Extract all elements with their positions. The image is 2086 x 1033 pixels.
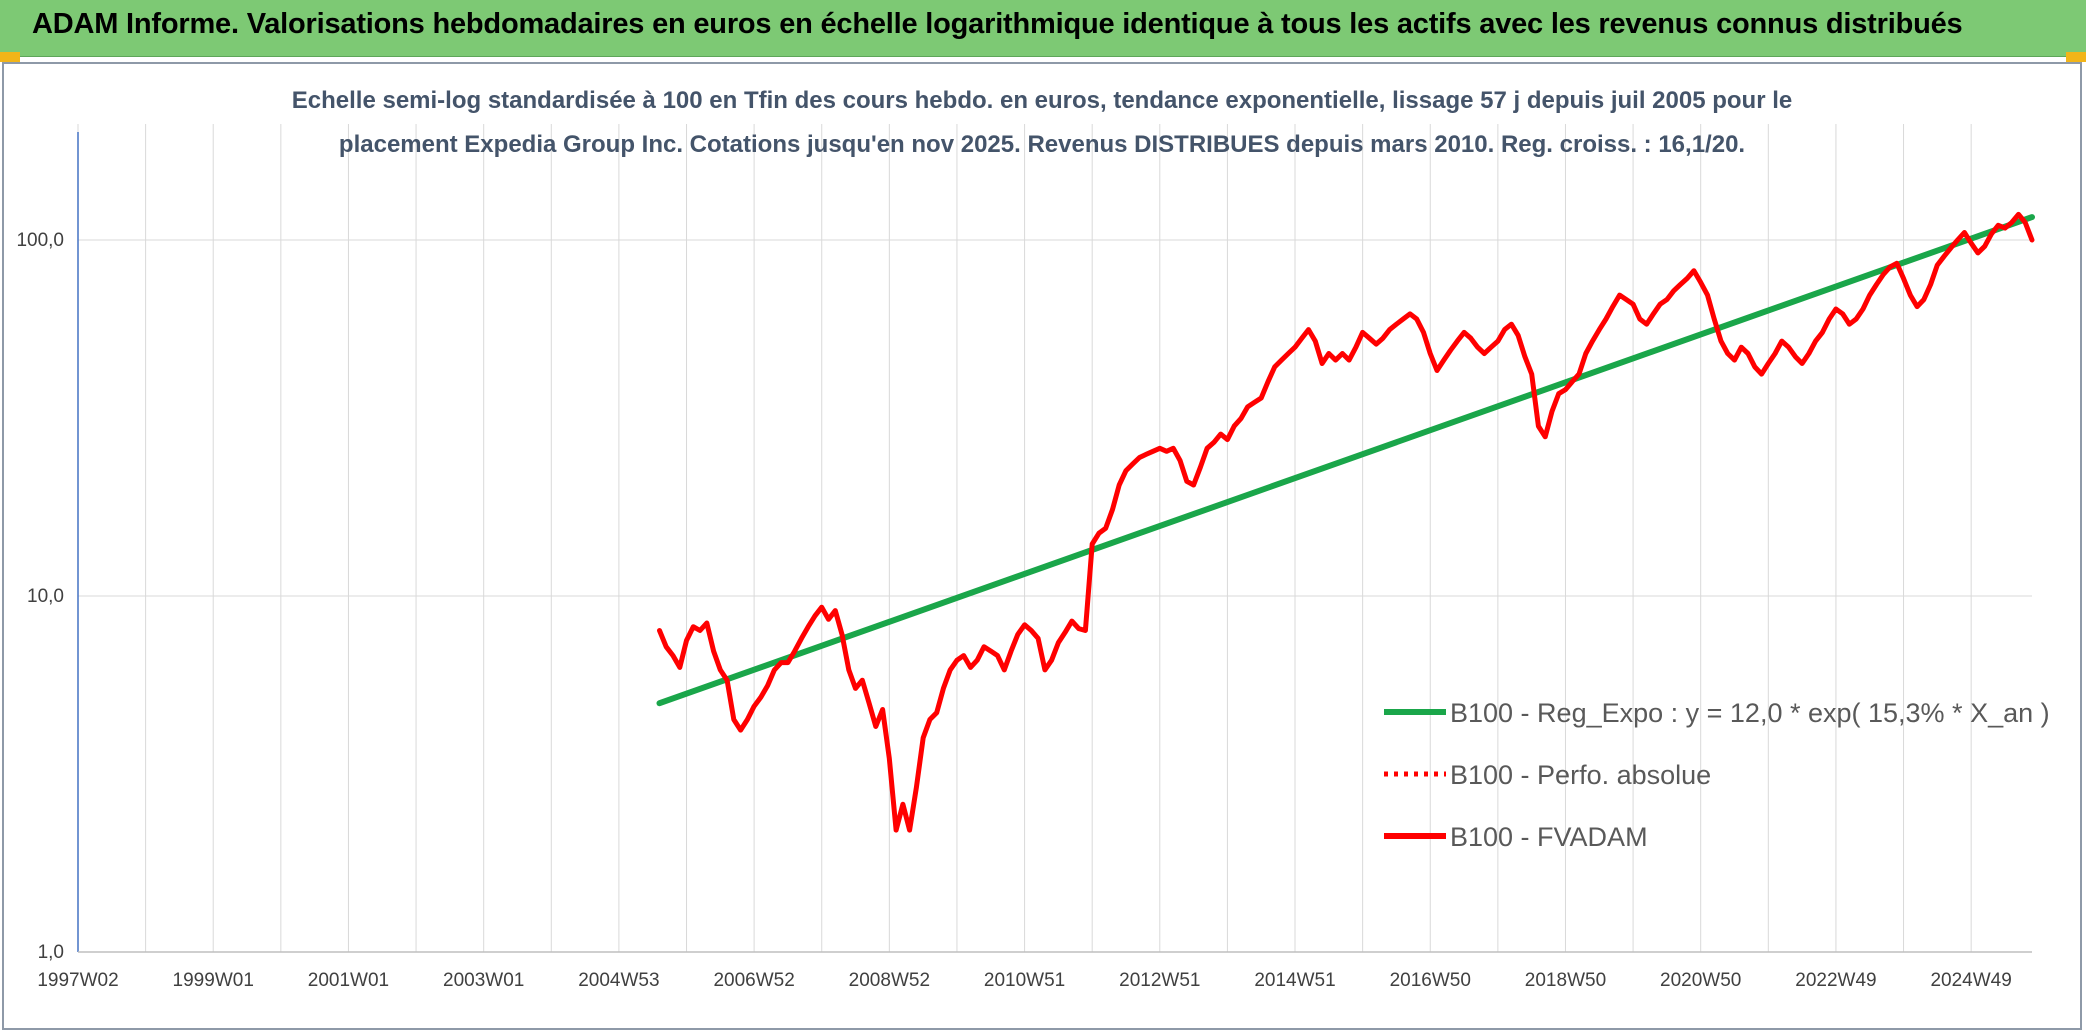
chart-subtitle-line-1: Echelle semi-log standardisée à 100 en T… <box>292 87 1793 114</box>
chart-area: Echelle semi-log standardisée à 100 en T… <box>2 62 2082 1030</box>
x-tick-label: 2001W01 <box>308 970 389 991</box>
x-tick-label: 2012W51 <box>1119 970 1200 991</box>
x-tick-label: 1997W02 <box>37 970 118 991</box>
x-tick-label: 2010W51 <box>984 970 1065 991</box>
data-series <box>656 211 2035 833</box>
legend-label: B100 - Reg_Expo : y = 12,0 * exp( 15,3% … <box>1450 698 2050 728</box>
x-tick-label: 2004W53 <box>578 970 659 991</box>
x-tick-label: 2020W50 <box>1660 970 1741 991</box>
grid-lines <box>77 124 2032 952</box>
x-tick-label: 2003W01 <box>443 970 524 991</box>
report-header-banner: ADAM Informe. Valorisations hebdomadaire… <box>0 0 2086 57</box>
x-tick-label: 2014W51 <box>1254 970 1335 991</box>
regression-line <box>656 214 2035 707</box>
x-tick-label: 1999W01 <box>173 970 254 991</box>
fvadam-line <box>657 211 2035 833</box>
y-tick-label: 1,0 <box>38 942 64 963</box>
x-tick-label: 2022W49 <box>1795 970 1876 991</box>
y-tick-label: 10,0 <box>27 586 64 607</box>
legend-label: B100 - Perfo. absolue <box>1450 760 1711 790</box>
tick-labels: 1,0 10,0 100,0 1997W02 1999W01 2001W01 2003W01… <box>16 230 2011 991</box>
chart-svg: Echelle semi-log standardisée à 100 en T… <box>16 87 2050 991</box>
chart-subtitle-line-2: placement Expedia Group Inc. Cotations j… <box>339 131 1745 158</box>
y-tick-label: 100,0 <box>16 230 64 251</box>
x-tick-label: 2018W50 <box>1525 970 1606 991</box>
x-tick-label: 2006W52 <box>713 970 794 991</box>
axes <box>77 132 2032 953</box>
corner-marker-right <box>2066 52 2086 62</box>
x-tick-label: 2008W52 <box>849 970 930 991</box>
legend-label: B100 - FVADAM <box>1450 822 1648 852</box>
chart-legend: B100 - Reg_Expo : y = 12,0 * exp( 15,3% … <box>1384 698 2050 852</box>
x-tick-label: 2016W50 <box>1390 970 1471 991</box>
report-title: ADAM Informe. Valorisations hebdomadaire… <box>32 8 1963 40</box>
x-tick-label: 2024W49 <box>1930 970 2011 991</box>
corner-marker-left <box>0 52 20 62</box>
